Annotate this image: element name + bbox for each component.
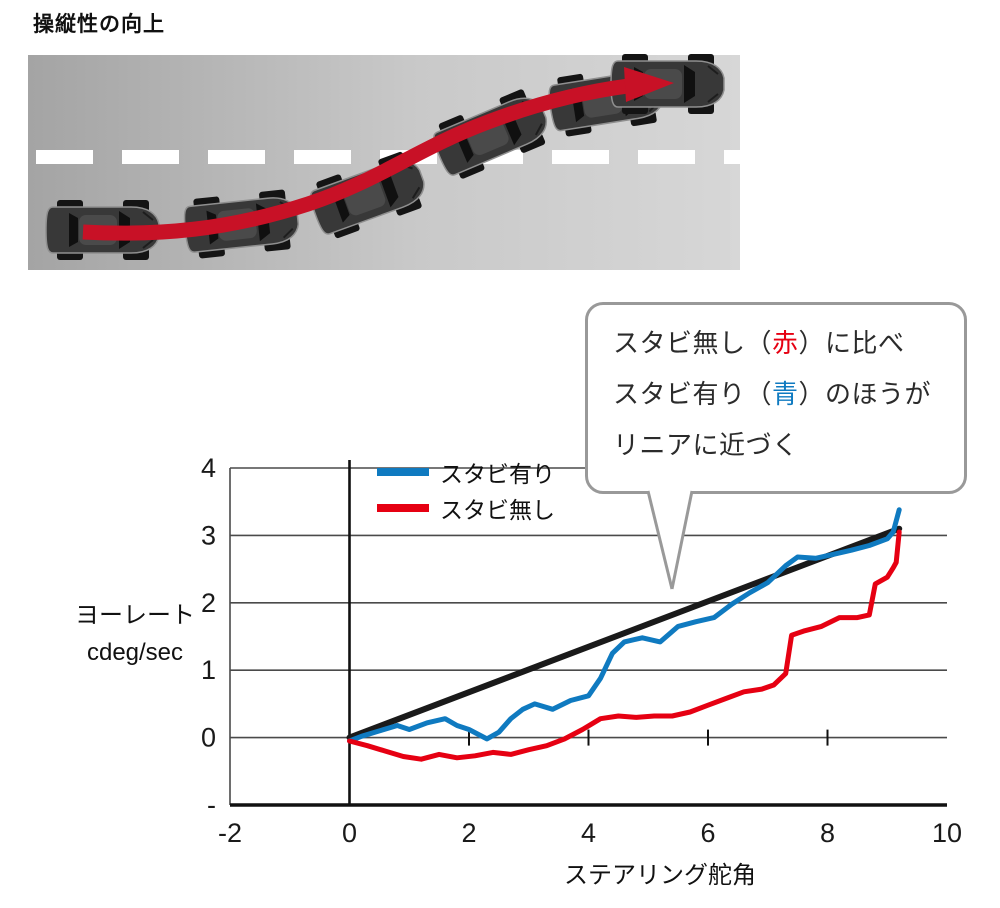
callout-bubble: スタビ無し（赤）に比べ スタビ有り（青）のほうが リニアに近づく (585, 302, 967, 494)
y-tick-label: 2 (201, 588, 216, 618)
series-linear-reference (346, 525, 903, 741)
legend-item-without-stabilizer: スタビ無し (377, 493, 555, 523)
callout-line: スタビ無し（赤）に比べ (613, 328, 905, 358)
x-tick-label: 8 (820, 818, 835, 848)
y-axis-title: ヨーレート cdeg/sec (68, 597, 202, 671)
arrowhead-icon (624, 67, 674, 102)
x-axis-title: ステアリング舵角 (564, 862, 756, 889)
chart-legend: スタビ有り スタビ無し (377, 457, 555, 523)
legend-line-red (377, 503, 429, 512)
x-tick-label: -2 (218, 818, 242, 848)
callout-line: リニアに近づく (613, 430, 799, 460)
page-title: 操縦性の向上 (33, 13, 165, 36)
y-axis-title-line2: cdeg/sec (86, 639, 184, 666)
callout-line: スタビ有り（青）のほうが (613, 379, 932, 409)
y-tick-label: 1 (201, 655, 216, 685)
x-tick-label: 2 (461, 818, 476, 848)
legend-label: スタビ無し (440, 496, 555, 523)
x-tick-label: 6 (700, 818, 715, 848)
y-tick-label: - (207, 790, 216, 820)
lane-change-arrow-path (82, 78, 629, 241)
legend-line-blue (377, 467, 429, 476)
x-tick-label: 4 (581, 818, 596, 848)
x-tick-label: 10 (932, 818, 962, 848)
x-tick-label: 0 (342, 818, 357, 848)
y-axis-title-line1: ヨーレート (75, 602, 195, 629)
callout-tail (646, 490, 694, 590)
lane-change-illustration (28, 53, 740, 270)
callout-text: スタビ無し（赤）に比べ スタビ有り（青）のほうが リニアに近づく (613, 318, 939, 471)
y-tick-label: 0 (201, 723, 216, 753)
series-without-stabilizer (347, 529, 902, 762)
y-tick-label: 3 (201, 520, 216, 550)
legend-label: スタビ有り (440, 460, 555, 487)
y-tick-label: 4 (201, 453, 216, 483)
series-with-stabilizer (347, 507, 902, 744)
legend-item-with-stabilizer: スタビ有り (377, 457, 555, 487)
